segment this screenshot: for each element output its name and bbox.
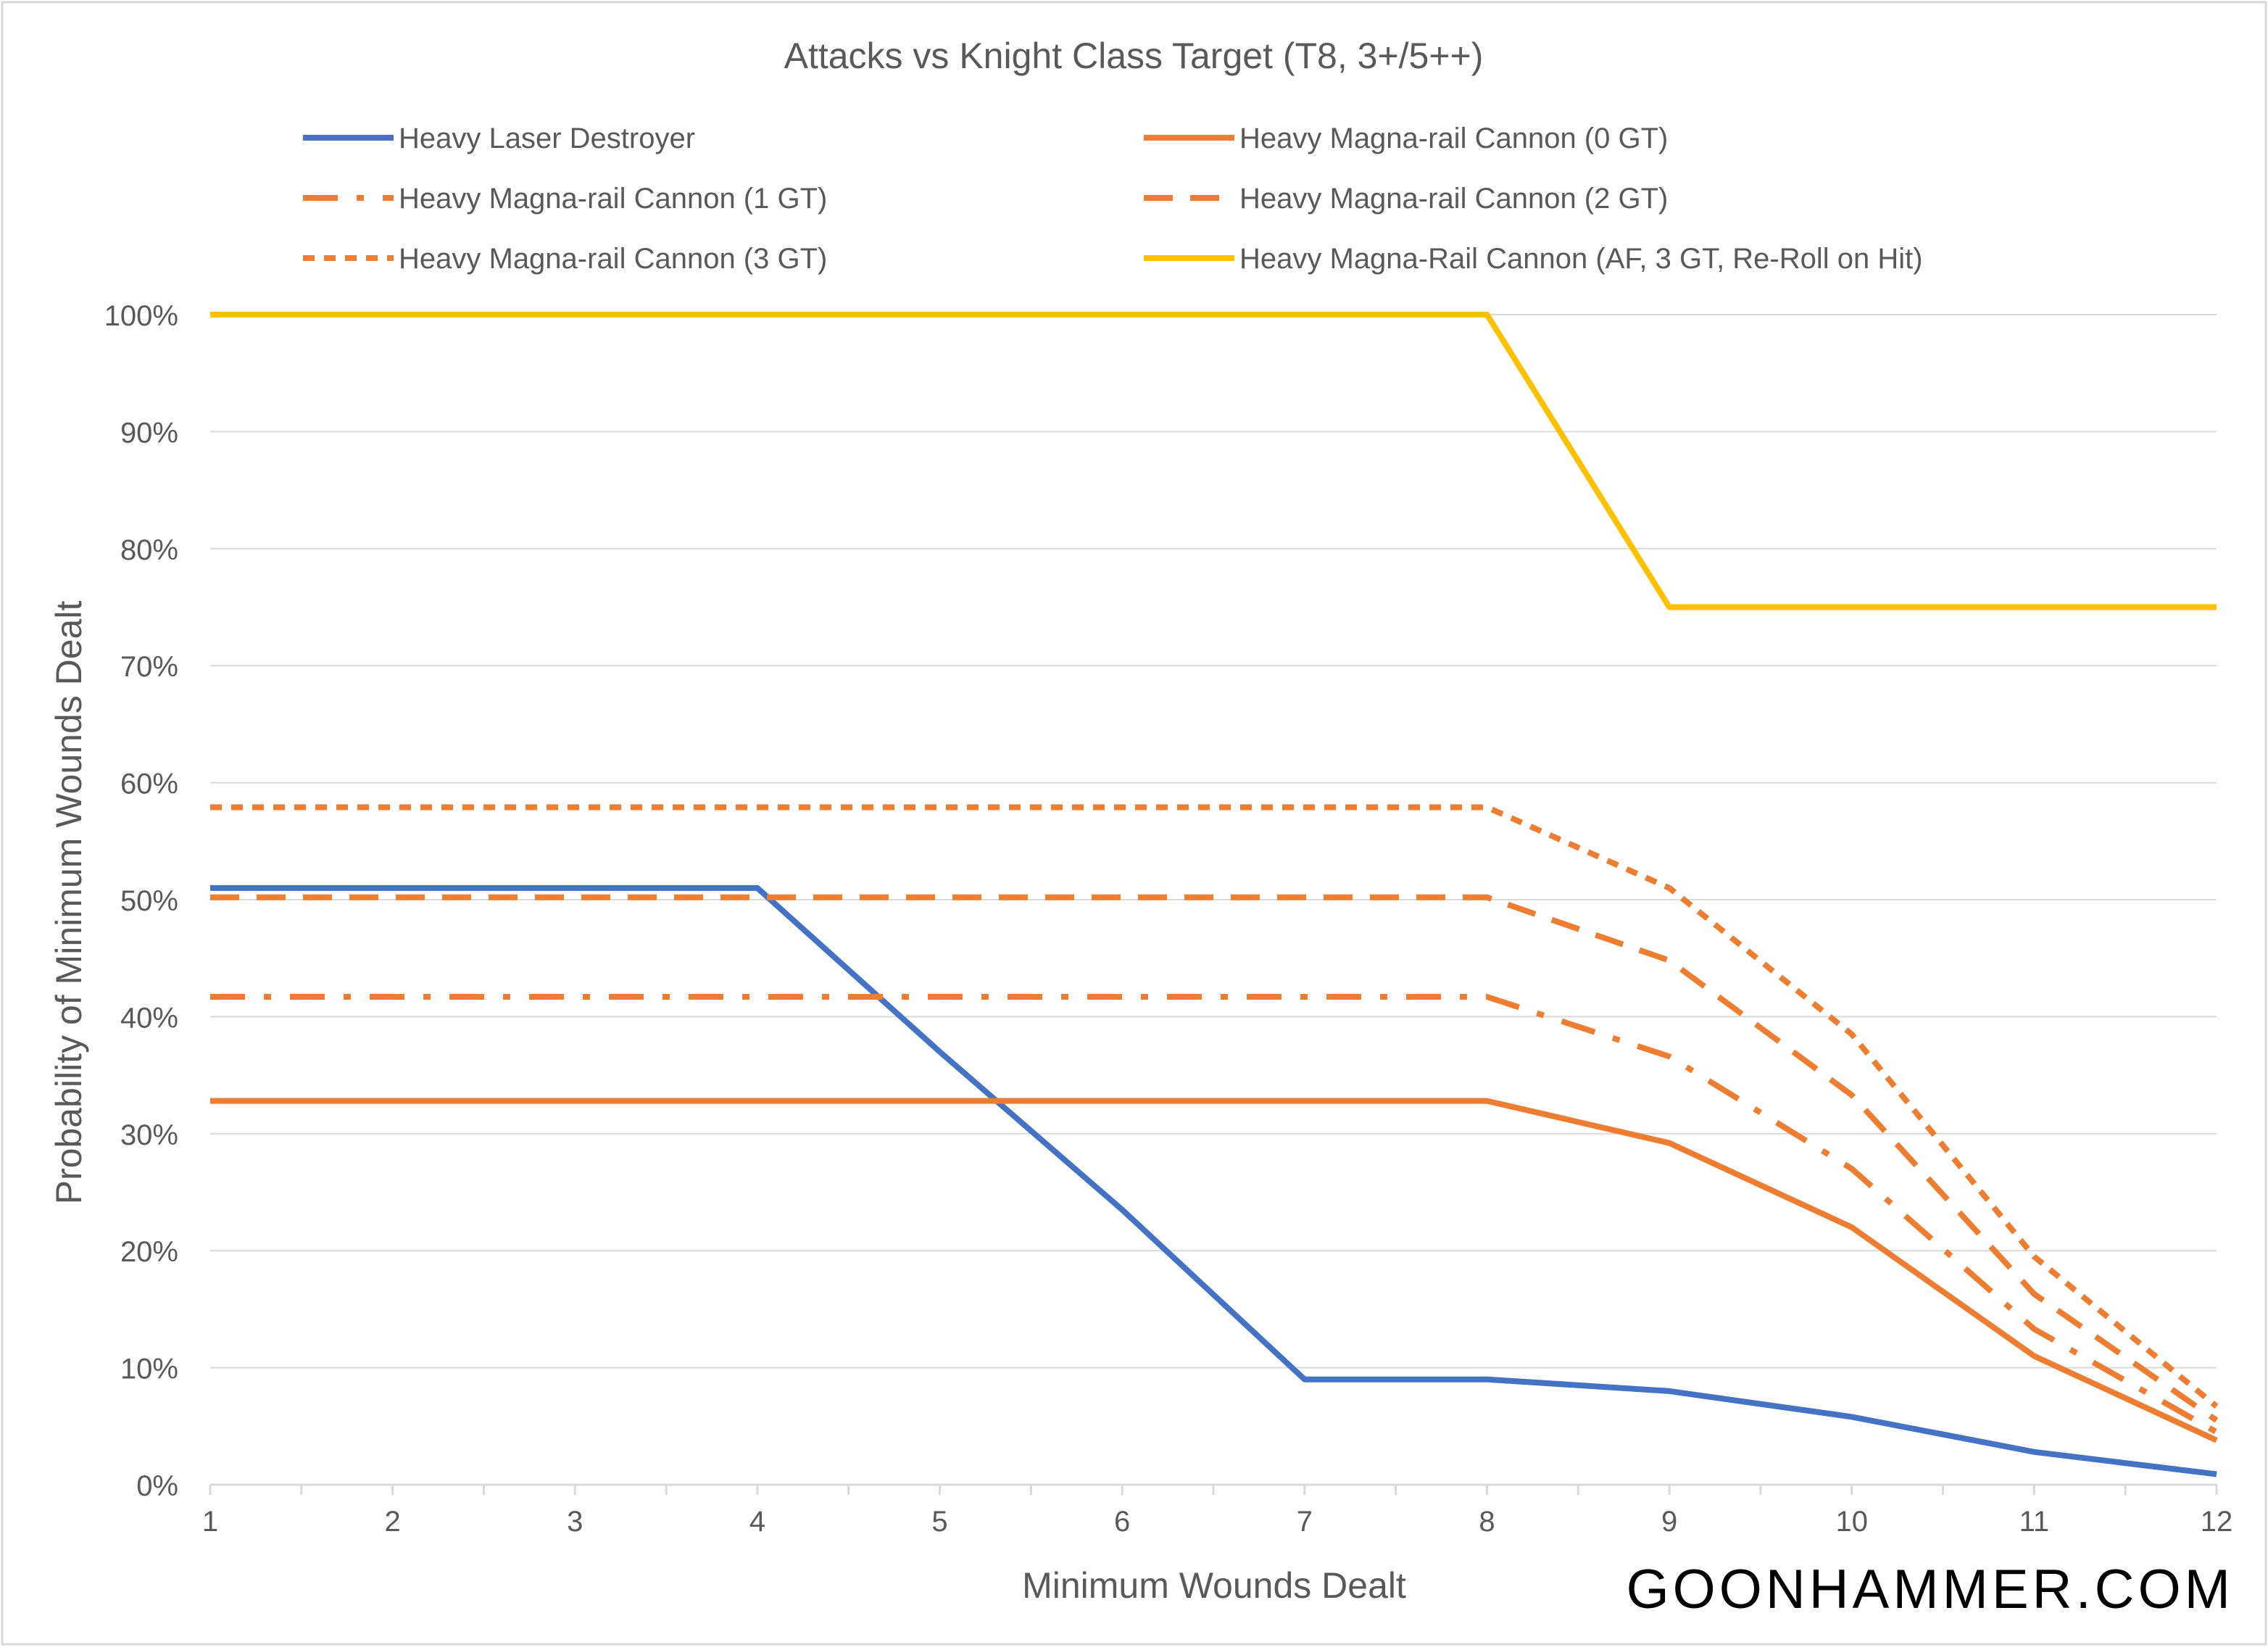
x-tick-label: 2 xyxy=(385,1506,401,1538)
chart-title: Attacks vs Knight Class Target (T8, 3+/5… xyxy=(784,36,1484,76)
x-tick-label: 4 xyxy=(749,1506,765,1538)
y-tick-label: 80% xyxy=(120,534,178,566)
x-axis-label: Minimum Wounds Dealt xyxy=(1022,1565,1406,1606)
x-tick-label: 7 xyxy=(1297,1506,1313,1538)
y-axis-label: Probability of Minimum Wounds Dealt xyxy=(49,601,89,1205)
x-tick-label: 11 xyxy=(2019,1506,2050,1538)
legend-label-6: Heavy Magna-Rail Cannon (AF, 3 GT, Re-Ro… xyxy=(1239,243,1923,275)
series-line-3 xyxy=(210,994,2218,1435)
x-tick-label: 10 xyxy=(1835,1506,1868,1538)
x-tick-label: 3 xyxy=(567,1506,583,1538)
y-tick-label: 70% xyxy=(120,651,178,683)
x-tick-label: 12 xyxy=(2201,1506,2233,1538)
y-tick-label: 90% xyxy=(120,417,178,449)
y-tick-label: 10% xyxy=(120,1353,178,1385)
x-tick-label: 9 xyxy=(1661,1506,1677,1538)
y-tick-label: 20% xyxy=(120,1236,178,1268)
legend: Heavy Laser Destroyer Heavy Magna-rail Ca… xyxy=(303,123,1923,275)
x-tick-label: 8 xyxy=(1479,1506,1495,1538)
y-tick-label: 30% xyxy=(120,1119,178,1151)
y-tick-label: 40% xyxy=(120,1002,178,1034)
legend-label-3: Heavy Magna-rail Cannon (1 GT) xyxy=(399,183,827,215)
series-lines xyxy=(210,312,2219,1477)
legend-label-1: Heavy Laser Destroyer xyxy=(399,123,695,154)
series-line-1 xyxy=(210,884,2217,1477)
x-tick-label: 1 xyxy=(202,1506,218,1538)
y-tick-label: 60% xyxy=(120,768,178,800)
series-line-2 xyxy=(210,1098,2218,1443)
legend-label-2: Heavy Magna-rail Cannon (0 GT) xyxy=(1239,123,1668,154)
x-tick-label: 6 xyxy=(1114,1506,1130,1538)
y-tick-label: 0% xyxy=(136,1470,178,1502)
y-axis: 0% 10% 20% 30% 40% 50% 60% 70% 80% 90% 100% xyxy=(104,300,178,1502)
x-tick-label: 5 xyxy=(931,1506,947,1538)
y-tick-label: 100% xyxy=(104,300,178,332)
watermark: GOONHAMMER.COM xyxy=(1627,1559,2234,1620)
legend-label-4: Heavy Magna-rail Cannon (2 GT) xyxy=(1239,183,1668,215)
y-tick-label: 50% xyxy=(120,885,178,917)
legend-label-5: Heavy Magna-rail Cannon (3 GT) xyxy=(399,243,827,275)
series-line-4 xyxy=(210,894,2219,1423)
x-axis: 1 2 3 4 5 6 7 8 9 10 11 12 xyxy=(202,1483,2233,1538)
series-line-6 xyxy=(210,312,2217,610)
